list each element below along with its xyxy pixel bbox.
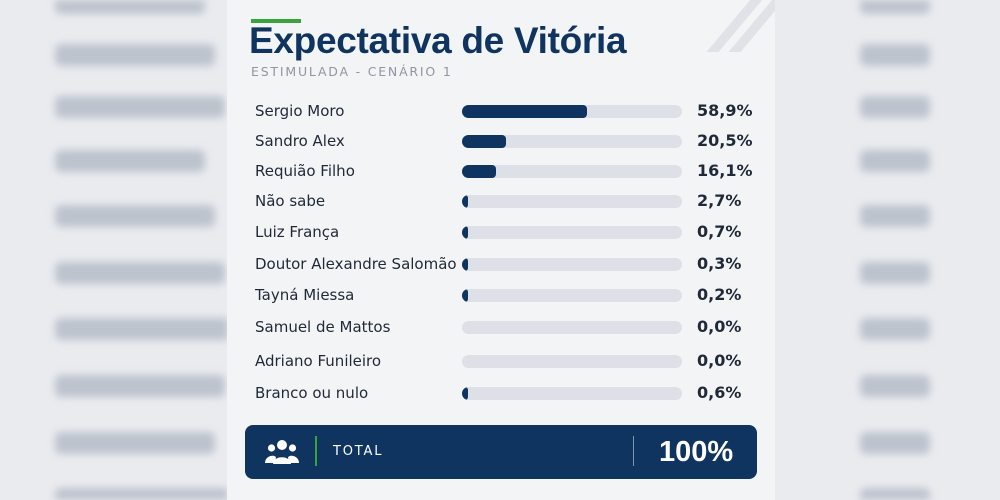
- bar-value-label: 2,7%: [697, 191, 742, 210]
- total-divider-left: [315, 436, 317, 466]
- bar-category-label: Sandro Alex: [255, 132, 345, 150]
- bar-fill: [462, 387, 468, 400]
- bar-track: [462, 165, 682, 178]
- blurred-background-right: [775, 0, 1000, 500]
- bar-row: Samuel de Mattos 0,0%: [227, 312, 775, 342]
- bar-category-label: Adriano Funileiro: [255, 352, 382, 370]
- total-divider-right: [633, 436, 634, 466]
- bar-row: Sergio Moro 58,9%: [227, 96, 775, 126]
- bar-row: Requião Filho 16,1%: [227, 156, 775, 186]
- bar-row: Não sabe 2,7%: [227, 186, 775, 216]
- bar-fill: [462, 258, 468, 271]
- bar-value-label: 0,2%: [697, 285, 742, 304]
- bar-value-label: 0,3%: [697, 254, 742, 273]
- bar-value-label: 0,7%: [697, 222, 742, 241]
- bar-track: [462, 289, 682, 302]
- decorative-stripes: [685, 0, 775, 52]
- bar-category-label: Samuel de Mattos: [255, 318, 391, 336]
- accent-line: [251, 19, 301, 23]
- bar-category-label: Tayná Miessa: [255, 286, 355, 304]
- bar-category-label: Não sabe: [255, 192, 326, 210]
- bar-value-label: 0,0%: [697, 317, 742, 336]
- bar-fill: [462, 165, 497, 178]
- bar-category-label: Sergio Moro: [255, 102, 345, 120]
- bar-value-label: 0,6%: [697, 383, 742, 402]
- total-bar: TOTAL 100%: [245, 425, 757, 479]
- bar-value-label: 58,9%: [697, 101, 753, 120]
- bar-row: Luiz França 0,7%: [227, 217, 775, 247]
- bar-fill: [462, 135, 506, 148]
- bar-row: Adriano Funileiro 0,0%: [227, 346, 775, 376]
- bar-track: [462, 226, 682, 239]
- bar-category-label: Luiz França: [255, 223, 340, 241]
- bar-value-label: 16,1%: [697, 161, 753, 180]
- bar-row: Tayná Miessa 0,2%: [227, 280, 775, 310]
- bar-value-label: 0,0%: [697, 351, 742, 370]
- bar-fill: [462, 289, 468, 302]
- bar-track: [462, 321, 682, 334]
- total-value: 100%: [659, 436, 734, 468]
- bar-row: Doutor Alexandre Salomão 0,3%: [227, 249, 775, 279]
- bar-value-label: 20,5%: [697, 131, 753, 150]
- bar-fill: [462, 195, 468, 208]
- bar-track: [462, 258, 682, 271]
- bar-track: [462, 135, 682, 148]
- bar-track: [462, 195, 682, 208]
- total-label: TOTAL: [333, 444, 384, 459]
- bar-category-label: Branco ou nulo: [255, 384, 369, 402]
- bar-category-label: Requião Filho: [255, 162, 355, 180]
- bar-track: [462, 355, 682, 368]
- bar-fill: [462, 226, 468, 239]
- bar-row: Branco ou nulo 0,6%: [227, 378, 775, 408]
- bar-track: [462, 105, 682, 118]
- bar-category-label: Doutor Alexandre Salomão: [255, 255, 457, 273]
- poll-card: Expectativa de Vitória ESTIMULADA - CENÁ…: [227, 0, 775, 500]
- bar-row: Sandro Alex 20,5%: [227, 126, 775, 156]
- chart-subtitle: ESTIMULADA - CENÁRIO 1: [251, 64, 453, 79]
- people-group-icon: [265, 440, 299, 464]
- bar-track: [462, 387, 682, 400]
- chart-title: Expectativa de Vitória: [249, 20, 627, 61]
- bar-fill: [462, 105, 588, 118]
- blurred-background-left: [0, 0, 228, 500]
